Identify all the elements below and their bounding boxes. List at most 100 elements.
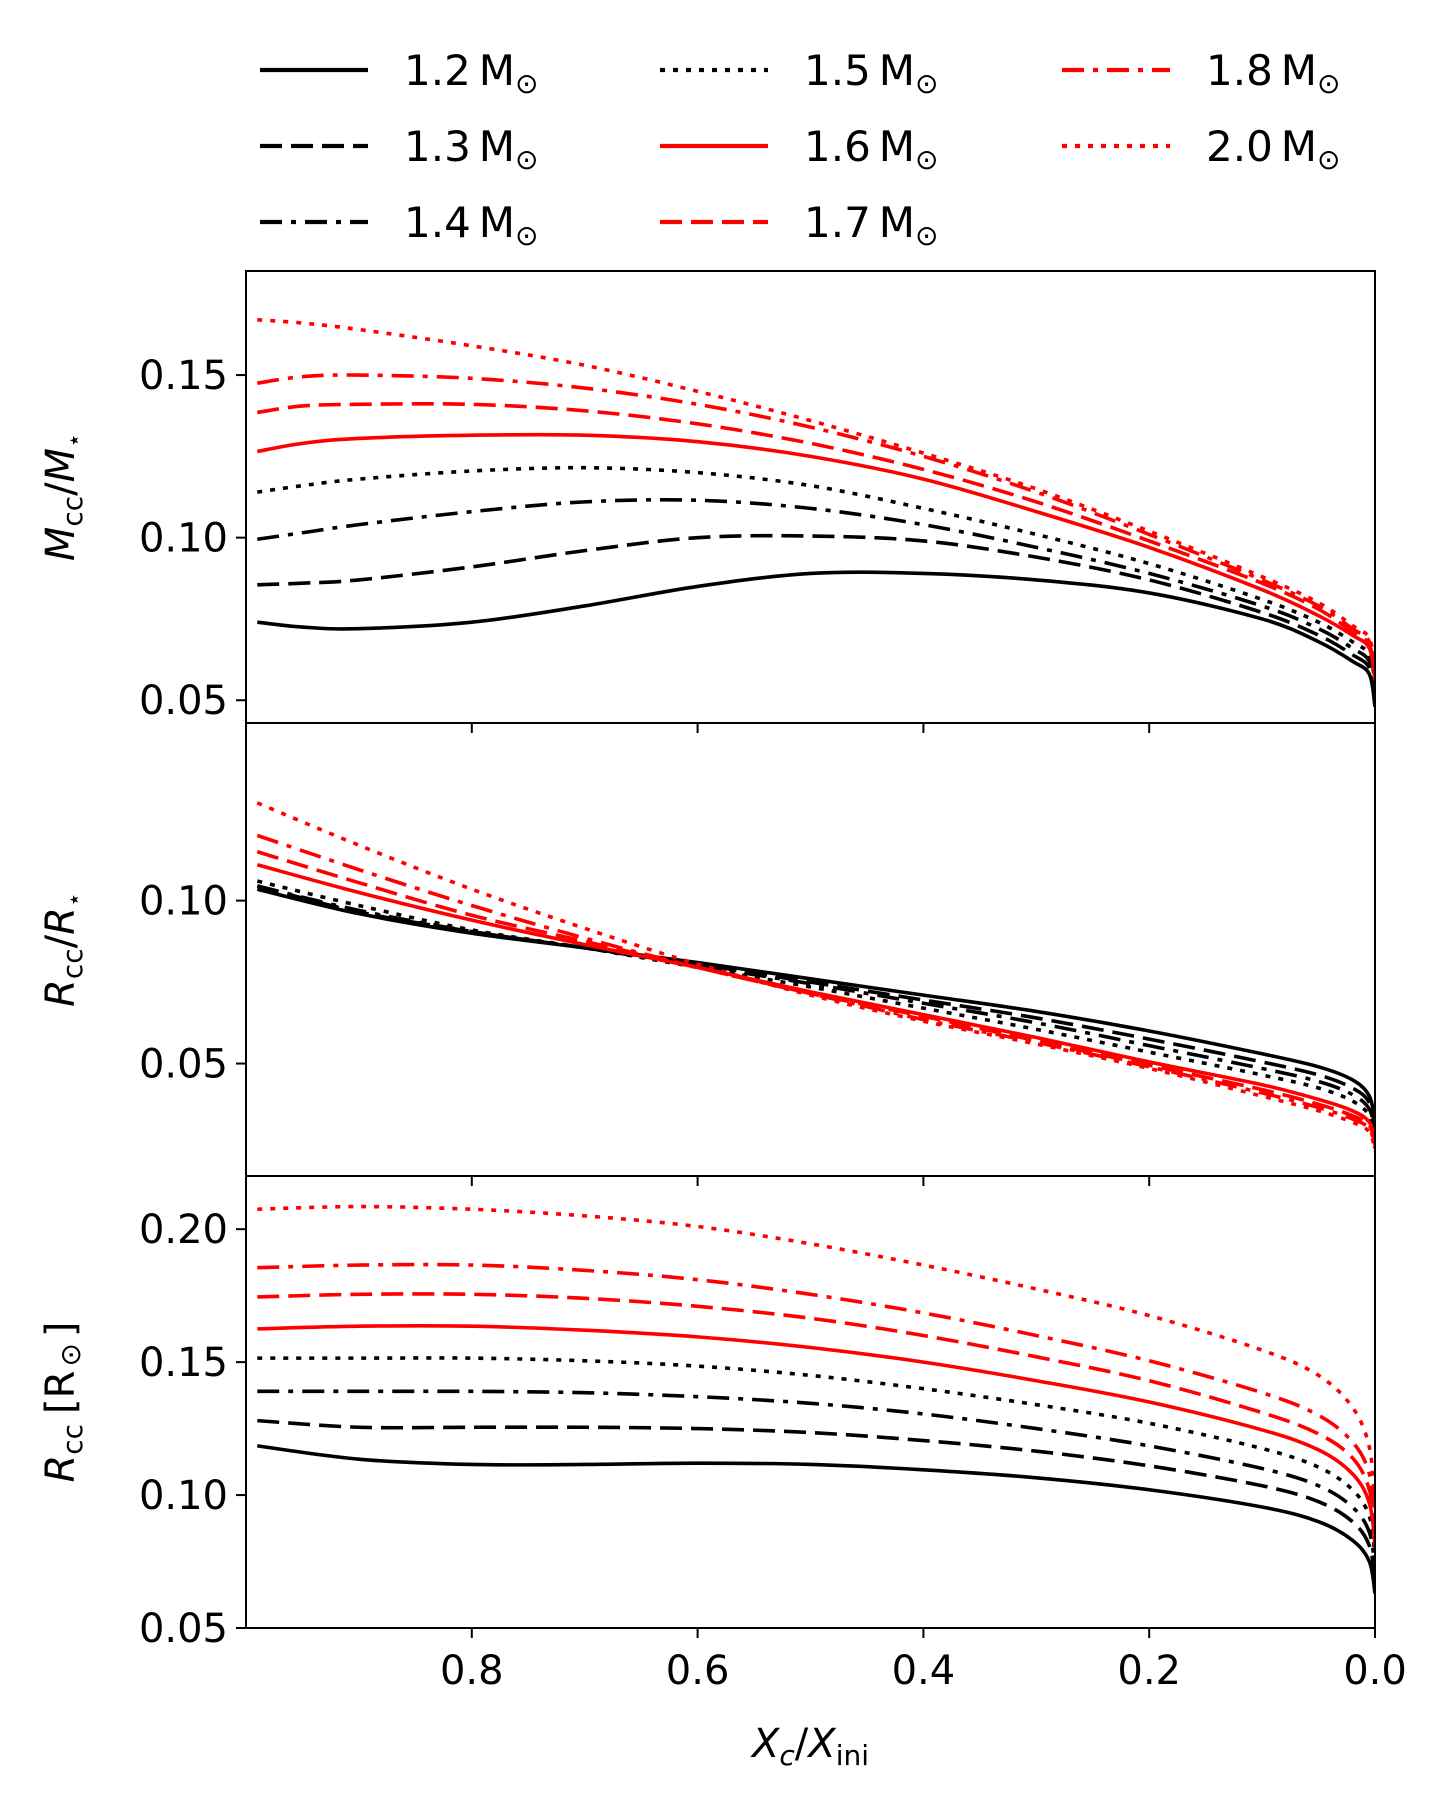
legend-label: 1.7 M⊙ [804,198,939,252]
y-tick-label: 0.10 [139,516,228,562]
legend-mass-value: 1.4 [404,198,471,247]
legend-unit: M [879,198,915,247]
legend-item-1-2: 1.2 M⊙ [260,46,539,100]
series-lines [256,801,1375,1153]
x-tick-label: 0.0 [1343,1648,1407,1694]
legend-unit: M [479,46,515,95]
x-tick-label: 0.8 [440,1648,504,1694]
panel-radius-abs: 0.05 0.10 0.15 0.20 0.8 0.6 0.4 0.2 0.0 Rcc [R ⊙] [38,1175,1407,1694]
legend-unit: M [879,46,915,95]
series-line-1-6 [256,432,1375,682]
x-label-main-sub: c [779,1739,795,1772]
legend-mass-value: 1.7 [804,198,871,247]
legend-item-2-0: 2.0 M⊙ [1062,122,1341,176]
series-line-1-8 [256,833,1375,1149]
y-label-den-sub: ⋆ [60,433,88,448]
legend-mass-value: 1.8 [1206,46,1273,95]
legend-label: 1.2 M⊙ [404,46,539,100]
legend-label: 2.0 M⊙ [1206,122,1341,176]
plot-frame [245,722,1376,1177]
legend-label: 1.4 M⊙ [404,198,539,252]
y-tick-label: 0.10 [139,1473,228,1519]
legend-mass-value: 1.5 [804,46,871,95]
legend-item-1-6: 1.6 M⊙ [660,122,939,176]
series-line-1-2 [257,1444,1375,1594]
legend-unit-sub: ⊙ [915,143,938,176]
legend-unit-sub: ⊙ [515,143,538,176]
y-tick-label: 0.05 [139,1606,228,1652]
y-label-main-sub: cc [56,1424,89,1455]
series-line-1-4 [257,1389,1375,1570]
y-axis-label: Rcc/R⋆ [38,892,89,1007]
x-axis-label: Xc/Xini [750,1721,869,1772]
legend-item-1-8: 1.8 M⊙ [1062,46,1341,100]
y-label-sep: / [38,482,84,496]
series-line-1-7 [257,401,1375,678]
y-label-den: R [38,907,84,935]
y-tick-label: 0.15 [139,353,228,399]
plot-frame [245,1175,1376,1629]
y-label-main: R [38,1455,84,1483]
legend-unit-sub: ⊙ [515,67,538,100]
legend-mass-value: 1.3 [404,122,471,171]
y-label-unit-sub: ⊙ [54,1343,87,1366]
series-line-1-5 [256,879,1375,1139]
y-label-sep: / [38,934,84,948]
series-line-1-5 [257,1356,1375,1557]
legend-item-1-3: 1.3 M⊙ [260,122,539,176]
series-line-1-4 [256,884,1375,1133]
legend-unit-sub: ⊙ [915,219,938,252]
y-label-main: M [38,527,84,562]
y-label-main-sub: cc [56,496,89,527]
x-label-main: X [750,1721,781,1767]
y-label-den: M [38,448,84,483]
legend-unit: M [1281,46,1317,95]
legend-unit-sub: ⊙ [915,67,938,100]
legend-unit: M [1281,122,1317,171]
series-line-1-4 [257,497,1375,691]
y-tick-label: 0.05 [139,678,228,724]
y-label-main-sub: cc [56,948,89,979]
x-tick-label: 0.6 [666,1648,730,1694]
legend-unit: M [479,122,515,171]
legend-unit-sub: ⊙ [1317,67,1340,100]
x-label-den: X [806,1721,837,1767]
series-line-1-7 [257,1292,1375,1536]
y-axis-label: Mcc/M⋆ [38,433,89,561]
x-tick-label: 0.2 [1117,1648,1181,1694]
y-tick-label: 0.15 [139,1340,228,1386]
series-line-1-8 [257,1262,1375,1522]
legend-item-1-4: 1.4 M⊙ [260,198,539,252]
x-label-den-sub: ini [836,1739,869,1772]
legend-unit-sub: ⊙ [515,219,538,252]
series-line-1-5 [257,465,1375,685]
series-line-1-7 [256,850,1375,1146]
y-label-unit-close: ] [38,1321,84,1337]
x-tick-label: 0.4 [892,1648,956,1694]
series-line-1-6 [257,1324,1375,1546]
series-line-1-3 [257,533,1375,698]
chart-panels: 0.050.100.15Mcc/M⋆0.050.10Rcc/R⋆0.050.10… [38,270,1407,1694]
legend-unit-sub: ⊙ [1317,143,1340,176]
legend: 1.2 M⊙1.3 M⊙1.4 M⊙1.5 M⊙1.6 M⊙1.7 M⊙1.8 M⊙2.0 M⊙ [260,46,1341,252]
series-line-1-8 [257,373,1375,675]
y-label-unit-open: [R [38,1371,84,1414]
legend-mass-value: 2.0 [1206,122,1273,171]
legend-label: 1.8 M⊙ [1206,46,1341,100]
y-label-main: R [38,979,84,1007]
legend-label: 1.5 M⊙ [804,46,939,100]
legend-unit: M [479,198,515,247]
legend-label: 1.3 M⊙ [404,122,539,176]
y-tick-label: 0.20 [139,1207,228,1253]
series-line-1-2 [257,570,1375,708]
series-line-2-0 [257,317,1375,672]
y-label-den-sub: ⋆ [60,892,88,907]
legend-item-1-7: 1.7 M⊙ [660,198,939,252]
x-axis-label-text: Xc/Xini [750,1721,869,1772]
series-line-1-3 [257,1418,1375,1581]
y-tick-label: 0.05 [139,1042,228,1088]
y-axis-label: Rcc [R ⊙] [38,1321,89,1482]
